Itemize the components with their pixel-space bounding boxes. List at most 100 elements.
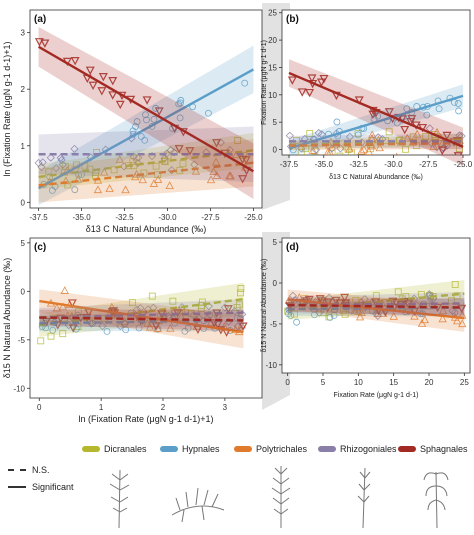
data-point [143, 116, 150, 124]
panel-label: (a) [34, 14, 46, 25]
panel-label: (c) [34, 242, 46, 253]
y-tick-label: 0 [273, 146, 278, 155]
data-point [98, 73, 108, 82]
data-point [166, 323, 175, 332]
data-point [53, 321, 63, 330]
x-tick-label: -30.0 [384, 160, 403, 169]
data-point [310, 135, 319, 144]
x-tick-label: 5 [321, 378, 326, 387]
data-point [174, 145, 184, 154]
data-point [287, 312, 295, 319]
data-point [206, 175, 216, 184]
data-point [438, 306, 448, 315]
data-point [223, 305, 233, 314]
data-point [400, 125, 410, 135]
y-axis-label: ln (Fixation Rate (μgN g-1 d-1)+1) [2, 42, 12, 177]
x-tick-label: -25.0 [244, 213, 263, 222]
data-point [212, 171, 222, 179]
swatch-polytrichales [234, 446, 252, 452]
y-tick-label: 0 [21, 287, 26, 296]
data-point [78, 171, 85, 178]
data-point [315, 295, 325, 304]
x-tick-label: 2 [161, 403, 166, 412]
data-point [191, 166, 201, 175]
y-tick-label: 1 [21, 142, 26, 151]
data-point [108, 91, 118, 100]
fit-line [287, 298, 465, 320]
data-point [454, 100, 462, 107]
data-point [154, 171, 162, 179]
data-point [105, 184, 114, 192]
legend-item-polytrichales: Polytrichales [234, 444, 307, 454]
data-point [177, 96, 185, 104]
data-point [137, 133, 145, 140]
data-point [128, 299, 136, 307]
confidence-band [39, 282, 244, 337]
data-point [425, 290, 434, 299]
data-point [432, 143, 441, 152]
data-point [372, 309, 381, 318]
data-point [437, 146, 447, 155]
legend-item-dicranales: Dicranales [82, 444, 147, 454]
x-tick-label: -30.0 [158, 213, 177, 222]
data-point [324, 147, 332, 155]
data-point [121, 185, 130, 194]
data-point [70, 144, 79, 153]
data-point [233, 304, 241, 311]
moss-illustration-icon [271, 466, 291, 528]
data-point [57, 155, 66, 165]
data-point [314, 128, 323, 138]
data-point [205, 109, 212, 117]
data-point [37, 162, 46, 172]
y-tick-label: 25 [268, 9, 277, 18]
data-point [373, 311, 382, 320]
data-point [326, 313, 334, 321]
data-point [404, 306, 413, 316]
data-point [442, 131, 452, 141]
moss-illustration-icon [171, 487, 225, 523]
fit-line [39, 311, 244, 319]
data-point [403, 133, 412, 142]
confidence-band [39, 309, 244, 332]
data-point [86, 153, 95, 162]
data-point [305, 88, 315, 98]
data-point [138, 175, 147, 184]
data-point [458, 319, 467, 328]
data-point [323, 298, 333, 307]
solid-line-icon [8, 486, 26, 488]
data-point [412, 129, 422, 138]
swatch-rhizogoniales [318, 446, 336, 452]
data-point [68, 324, 78, 333]
data-point [212, 139, 222, 148]
panel-b: -37.5 -35.0 -32.5 -30.0 -27.5 -25.0 0 5 10 15 20 25… [261, 9, 473, 181]
data-point [331, 296, 341, 306]
x-tick-label: -25.0 [454, 160, 473, 169]
moss-illustration-icon [357, 467, 371, 529]
data-point [325, 293, 334, 302]
data-point [143, 319, 152, 327]
data-point [88, 81, 98, 91]
data-point [359, 144, 368, 153]
data-point [356, 297, 366, 306]
data-point [448, 306, 457, 315]
data-point [75, 171, 83, 179]
data-point [133, 118, 141, 125]
moss-illustration-icon [109, 469, 130, 529]
data-point [46, 153, 55, 162]
data-point [306, 130, 314, 137]
x-tick-label: 20 [425, 378, 434, 387]
data-point [457, 304, 467, 314]
data-point [237, 285, 245, 292]
fit-line [39, 316, 244, 322]
data-point [37, 337, 45, 345]
y-tick-label: 0 [21, 198, 26, 207]
data-point [100, 167, 109, 176]
data-point [402, 145, 409, 153]
fit-line [38, 68, 254, 190]
data-point [394, 288, 402, 296]
data-point [162, 149, 171, 158]
x-axis-label: δ13 C Natural Abundance (‰) [329, 174, 423, 181]
data-point [140, 169, 148, 177]
data-point [402, 293, 410, 300]
data-point [49, 326, 57, 334]
